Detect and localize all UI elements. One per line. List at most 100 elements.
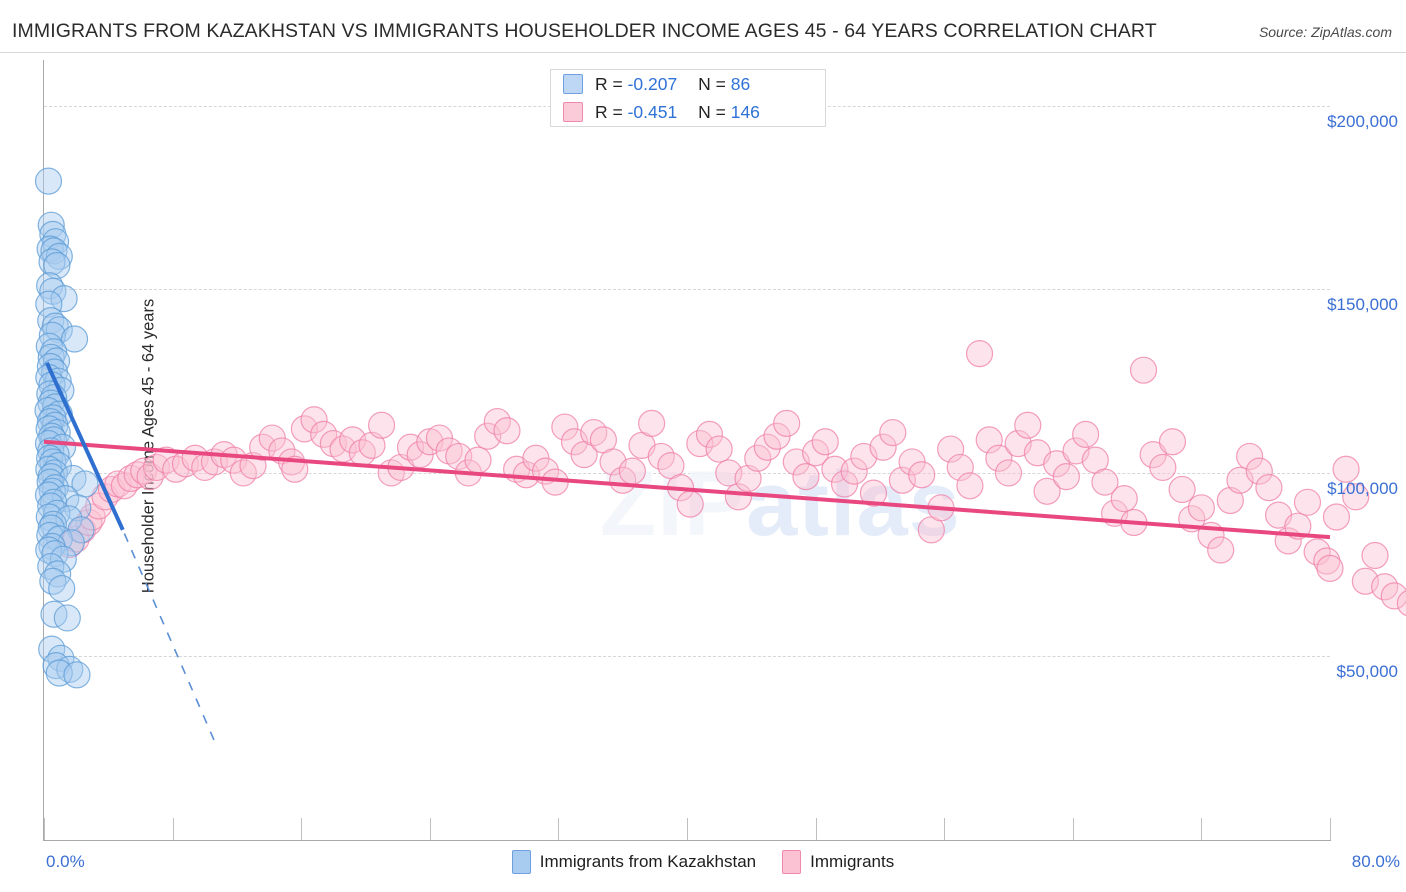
data-point xyxy=(1255,474,1283,502)
data-point xyxy=(1236,442,1264,471)
data-point xyxy=(821,455,849,483)
legend-stat-text-blue: R = -0.207 N = 86 xyxy=(595,74,750,95)
x-tick xyxy=(558,818,560,840)
data-point xyxy=(801,439,830,467)
data-point xyxy=(638,409,666,437)
data-point xyxy=(1216,486,1244,515)
data-point xyxy=(1014,411,1042,439)
x-axis-max-label: 80.0% xyxy=(1351,852,1400,871)
data-point xyxy=(358,431,386,460)
y-tick-label: $200,000 xyxy=(1327,111,1398,131)
scatter-svg xyxy=(34,167,1406,742)
data-point xyxy=(879,418,907,447)
data-point xyxy=(965,340,994,368)
x-tick xyxy=(815,818,817,840)
x-axis-min-label: 0.0% xyxy=(46,852,85,871)
data-point xyxy=(1342,483,1370,511)
header-divider xyxy=(0,52,1406,53)
data-point xyxy=(676,490,704,518)
data-point xyxy=(695,420,724,448)
series-points-immigrants xyxy=(56,340,1406,617)
x-tick xyxy=(1330,818,1331,840)
data-point xyxy=(60,325,89,353)
legend-swatch-pink xyxy=(563,102,583,122)
x-tick xyxy=(1072,818,1074,840)
y-tick-label: $100,000 xyxy=(1327,478,1398,498)
data-point xyxy=(618,457,646,485)
data-point xyxy=(367,411,396,439)
x-tick xyxy=(301,818,303,840)
data-point xyxy=(1322,503,1351,531)
data-point xyxy=(744,444,772,472)
data-point xyxy=(229,459,257,487)
data-point xyxy=(1293,488,1322,516)
n-label-pink: N = xyxy=(698,101,726,122)
data-point xyxy=(734,464,762,493)
n-value-blue: 86 xyxy=(730,73,751,94)
data-point xyxy=(1361,541,1389,570)
trend-line-kazakhstan xyxy=(45,361,125,531)
trend-line-kazakhstan-extension xyxy=(123,533,216,742)
data-point xyxy=(753,433,781,461)
data-point xyxy=(975,426,1003,454)
legend-color-blue xyxy=(511,850,531,874)
x-axis-line xyxy=(43,840,1331,841)
series-points-kazakhstan xyxy=(34,167,99,689)
data-point xyxy=(64,494,92,522)
data-point xyxy=(946,453,974,482)
n-label-blue: N = xyxy=(698,73,726,94)
data-point xyxy=(435,437,463,465)
data-point xyxy=(38,248,66,276)
data-point xyxy=(1110,485,1138,513)
legend-label-immigrants: Immigrants xyxy=(810,852,895,871)
data-point xyxy=(48,574,76,603)
legend-item-immigrants[interactable]: Immigrants xyxy=(782,850,894,874)
data-point xyxy=(994,459,1023,487)
data-point xyxy=(63,661,91,689)
data-point xyxy=(45,659,73,687)
n-value-pink: 146 xyxy=(730,101,760,122)
legend-row-immigrants: R = -0.451 N = 146 xyxy=(551,98,825,126)
data-point xyxy=(142,453,171,482)
data-point xyxy=(1245,457,1273,485)
data-point xyxy=(1129,356,1158,384)
data-point xyxy=(49,545,77,573)
data-point xyxy=(1149,453,1177,482)
data-point xyxy=(1187,494,1216,522)
data-point xyxy=(39,567,67,595)
data-point xyxy=(1332,455,1360,483)
data-point xyxy=(956,472,984,500)
r-label-pink: R = xyxy=(595,101,623,122)
r-label-blue: R = xyxy=(595,73,623,94)
data-point xyxy=(34,481,63,509)
data-point xyxy=(908,461,936,489)
data-point xyxy=(705,435,733,463)
data-point xyxy=(47,644,75,672)
data-point xyxy=(300,406,328,434)
data-point xyxy=(1396,590,1406,617)
x-tick xyxy=(44,818,45,840)
y-tick-label: $50,000 xyxy=(1336,662,1398,682)
data-point xyxy=(43,418,71,447)
data-point xyxy=(34,167,63,195)
data-point xyxy=(1158,428,1187,456)
x-tick xyxy=(1201,818,1203,840)
legend-item-kazakhstan[interactable]: Immigrants from Kazakhstan xyxy=(511,850,756,874)
gridline xyxy=(44,472,1330,474)
data-point xyxy=(724,483,753,511)
data-point xyxy=(493,417,521,445)
x-tick xyxy=(687,818,688,840)
data-point xyxy=(1091,468,1119,496)
data-point xyxy=(937,435,965,463)
data-point xyxy=(792,463,820,491)
data-point xyxy=(464,446,492,474)
trend-line-immigrants xyxy=(43,439,1331,540)
y-tick-label: $150,000 xyxy=(1327,295,1398,315)
data-point xyxy=(773,409,801,437)
legend-swatch-blue xyxy=(563,74,583,94)
data-point xyxy=(1052,463,1080,491)
r-value-blue: -0.207 xyxy=(627,73,678,94)
x-tick xyxy=(172,818,174,840)
data-point xyxy=(840,457,868,485)
data-point xyxy=(1380,582,1406,610)
